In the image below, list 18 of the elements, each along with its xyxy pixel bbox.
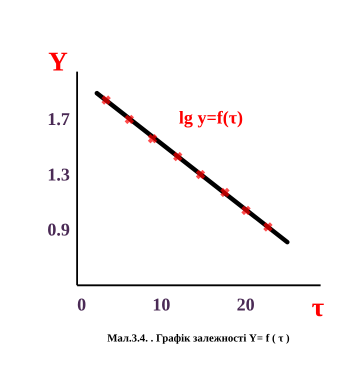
x-tick-label: 20 <box>236 294 255 315</box>
y-tick-label: 0.9 <box>47 220 70 240</box>
point <box>124 114 134 124</box>
point <box>241 206 251 216</box>
point <box>148 134 158 144</box>
point <box>101 95 111 105</box>
x-tick-label: 0 <box>77 294 86 315</box>
point <box>196 170 206 180</box>
point <box>263 222 273 232</box>
y-axis-title: Y <box>48 46 68 77</box>
x-axis-title: τ <box>312 292 325 322</box>
y-tick-label: 1.7 <box>47 109 70 130</box>
y-tick-label: 1.3 <box>47 164 70 184</box>
annotation: lg y=f(τ) <box>178 108 244 128</box>
x-tick-label: 10 <box>152 294 170 315</box>
text: Мал.3.4. . Графік залежності Y= f ( τ ) <box>107 332 290 345</box>
point <box>173 152 182 162</box>
point <box>220 188 230 198</box>
